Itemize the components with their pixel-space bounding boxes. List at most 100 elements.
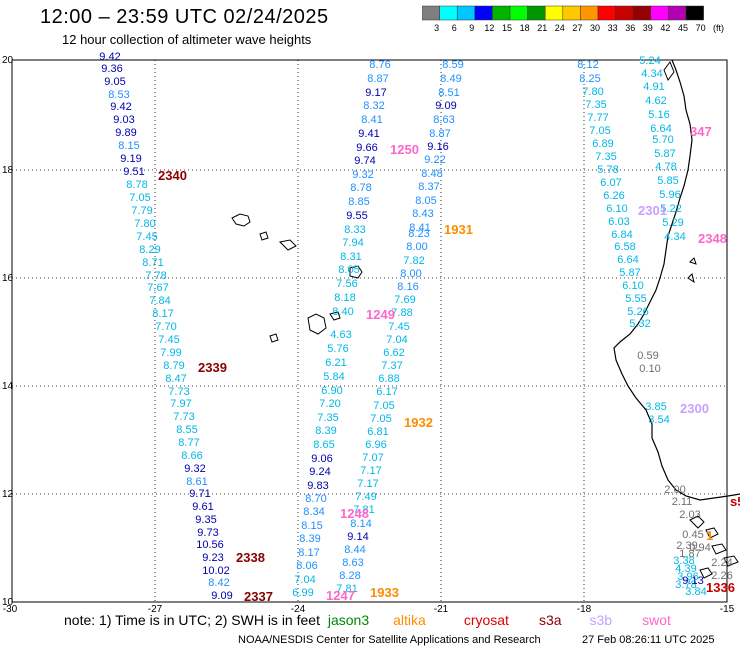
wave-height-value: 8.76	[369, 59, 390, 71]
wave-height-value: 7.45	[136, 231, 157, 243]
pass-labels: 2340 2339 2338 2337 1250 1249 1248 1247 1931 1932…	[158, 124, 740, 604]
longitude-tick-label: -27	[148, 604, 163, 615]
color-scale-label: 9	[469, 23, 474, 33]
wave-height-value: 7.17	[357, 478, 378, 490]
wave-height-value: 7.73	[168, 386, 189, 398]
wave-height-value: 8.14	[350, 518, 371, 530]
wave-height-value: 7.05	[589, 125, 610, 137]
color-scale-label: 21	[537, 23, 547, 33]
wave-height-value: 8.41	[361, 114, 382, 126]
wave-height-value: 7.67	[147, 282, 168, 294]
wave-height-value: 0.59	[637, 350, 658, 362]
color-scale-label: 45	[678, 23, 688, 33]
credit-line: NOAA/NESDIS Center for Satellite Applica…	[238, 634, 541, 646]
wave-height-value: 9.24	[309, 466, 330, 478]
legend-note: note: 1) Time is in UTC; 2) SWH is in fe…	[64, 612, 671, 628]
wave-height-value: 7.78	[145, 270, 166, 282]
note-text: note: 1) Time is in UTC; 2) SWH is in fe…	[64, 612, 320, 628]
color-scale-unit: (ft)	[713, 23, 724, 33]
wave-height-value: 7.05	[373, 400, 394, 412]
wave-height-value: 3.96	[677, 571, 698, 583]
wave-height-value: 5.16	[648, 109, 669, 121]
satellite-pass-label: 2339	[198, 360, 227, 375]
wave-height-value: 6.26	[603, 190, 624, 202]
wave-height-value: 8.39	[299, 533, 320, 545]
wave-height-value: 9.51	[123, 166, 144, 178]
color-scale-label: 24	[555, 23, 565, 33]
wave-height-value: 5.32	[629, 318, 650, 330]
wave-height-value: 9.71	[189, 488, 210, 500]
wave-height-value: 7.80	[582, 86, 603, 98]
wave-height-value: 8.15	[118, 140, 139, 152]
wave-height-value: 5.55	[625, 293, 646, 305]
wave-height-value: 0.10	[639, 363, 660, 375]
satellite-pass-label: 2337	[244, 589, 273, 604]
satellite-pass-label: 2300	[680, 401, 709, 416]
wave-height-value: 5.29	[662, 217, 683, 229]
wave-height-value: 3.54	[648, 414, 669, 426]
wave-height-value: 7.04	[294, 574, 315, 586]
color-scale-legend: 3 6 9 12 15 18 21 24 27 30 33 36 39 42 45 70 (ft)	[422, 5, 724, 33]
latitude-tick-label: 16	[2, 273, 14, 284]
generation-timestamp: 27 Feb 08:26:11 UTC 2025	[582, 634, 715, 646]
wave-height-value: 7.70	[155, 321, 176, 333]
wave-height-value: 3.78	[675, 579, 696, 591]
wave-height-value: 6.64	[650, 123, 671, 135]
wave-height-value: 6.07	[600, 177, 621, 189]
wave-height-value: 9.83	[307, 480, 328, 492]
wave-height-value: 5.24	[639, 55, 660, 67]
wave-height-value: 6.10	[606, 203, 627, 215]
wave-height-value: 8.40	[332, 306, 353, 318]
wave-height-value: 6.64	[617, 254, 638, 266]
wave-height-value: 8.17	[152, 308, 173, 320]
wave-height-value: 6.99	[292, 587, 313, 599]
color-scale-label: 70	[696, 23, 706, 33]
satellite-pass-label: 2338	[236, 550, 265, 565]
color-scale-label: 15	[502, 23, 512, 33]
wave-height-value: 7.37	[381, 360, 402, 372]
wave-height-value: 8.78	[126, 179, 147, 191]
legend-swot: swot	[642, 612, 671, 628]
wave-height-value: 5.96	[659, 189, 680, 201]
wave-height-value: 8.51	[438, 87, 459, 99]
latitude-tick-label: 10	[2, 597, 14, 608]
wave-height-value: 5.87	[654, 148, 675, 160]
wave-height-value: 9.06	[311, 453, 332, 465]
wave-height-value: 5.22	[660, 203, 681, 215]
wave-height-value: 7.80	[134, 218, 155, 230]
wave-height-value: 5.78	[597, 164, 618, 176]
wave-height-value: 5.70	[652, 134, 673, 146]
wave-height-value: 2.03	[679, 509, 700, 521]
wave-height-value: 9.36	[101, 63, 122, 75]
color-scale-label: 30	[590, 23, 600, 33]
color-swatch	[685, 5, 704, 21]
color-scale-label: 39	[643, 23, 653, 33]
color-scale-label: 3	[434, 23, 439, 33]
wave-height-value: 9.14	[347, 531, 368, 543]
wave-height-value: 3.38	[673, 555, 694, 567]
wave-height-value: 8.87	[367, 73, 388, 85]
wave-height-value: 8.55	[176, 424, 197, 436]
wave-height-value: 7.05	[370, 413, 391, 425]
wave-height-value: 6.58	[614, 241, 635, 253]
wave-height-value: 7.99	[160, 347, 181, 359]
satellite-pass-label: s5	[730, 494, 740, 509]
bijagos-islands	[689, 515, 739, 579]
wave-height-value: 8.63	[342, 557, 363, 569]
wave-height-value: 8.53	[108, 89, 129, 101]
legend-cryosat: cryosat	[463, 612, 509, 628]
wave-height-value: 9.22	[424, 154, 445, 166]
wave-height-value: 9.32	[184, 463, 205, 475]
satellite-pass-label: 2340	[158, 168, 187, 183]
wave-height-value: 0.45	[682, 529, 703, 541]
africa-coastline	[613, 59, 740, 501]
wave-height-value: 9.03	[113, 114, 134, 126]
wave-height-value: 8.43	[412, 208, 433, 220]
wave-height-value: 5.76	[327, 343, 348, 355]
wave-height-value: 8.39	[315, 425, 336, 437]
wave-height-value: 7.94	[342, 237, 363, 249]
wave-height-value: 2.39	[676, 540, 697, 552]
wave-height-value: 6.21	[325, 357, 346, 369]
wave-height-value: 8.47	[165, 373, 186, 385]
legend-jason3: jason3	[327, 612, 370, 628]
